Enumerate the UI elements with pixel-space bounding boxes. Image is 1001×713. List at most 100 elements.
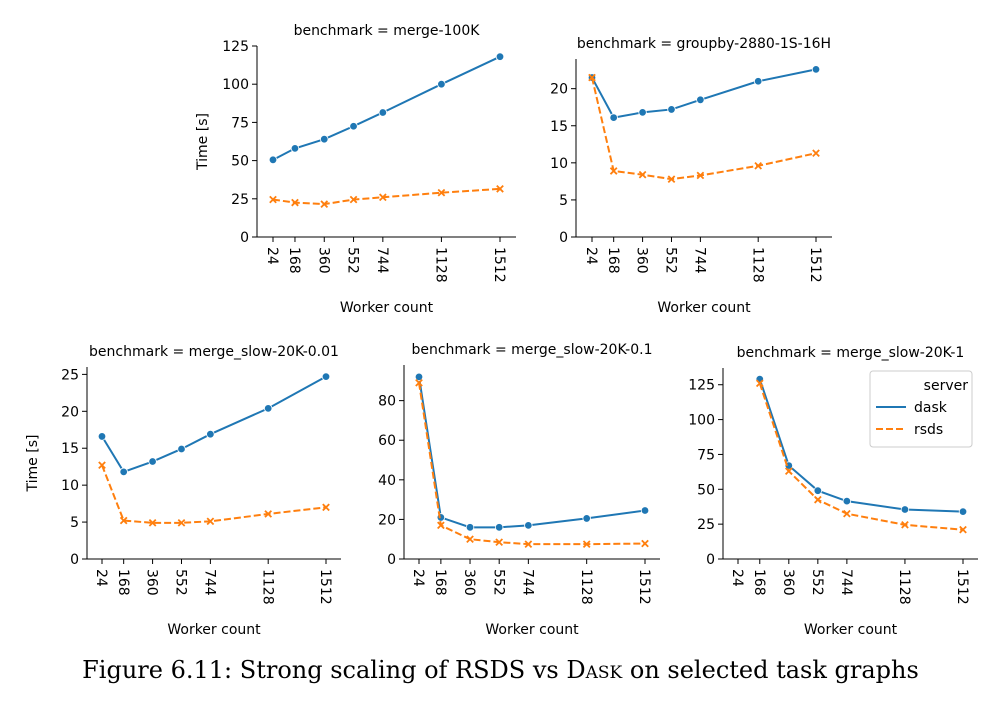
x-tick-label: 744 [691,247,707,274]
data-point-dask [640,506,650,515]
x-tick-label: 360 [780,569,796,596]
x-tick-label: 24 [583,247,599,265]
y-tick-label: 25 [61,367,79,383]
chart-panel-4: benchmark = merge_slow-20K-0.1 0 20 40 60 80 2… [378,342,660,638]
x-axis-label: Worker count [340,300,434,316]
data-point-dask [437,79,446,89]
data-point-rsds [588,73,596,82]
data-point-rsds [784,467,793,476]
panel-title: benchmark = merge_slow-20K-0.01 [89,344,339,360]
y-tick-label: 0 [240,230,249,246]
y-axis-label: Time [s] [25,435,41,493]
legend-box [869,370,973,448]
x-tick-label: 360 [634,247,650,274]
chart-panel-3: benchmark = merge_slow-20K-0.01 0 5 10 15 20 2… [25,344,341,638]
data-point-dask [609,113,618,122]
panel-title: benchmark = merge-100K [294,23,481,39]
data-point-rsds [437,188,446,197]
data-point-dask [206,430,215,439]
x-tick-label: 744 [201,569,217,596]
series-rsds [755,379,967,534]
data-point-rsds [349,195,358,204]
panel-title: benchmark = groupby-2880-1S-16H [577,36,831,52]
legend-label-dask: dask [914,400,948,416]
data-point-dask [320,135,329,144]
data-point-rsds [264,510,273,518]
series-rsds [98,461,330,527]
chart-panel-5: benchmark = merge_slow-20K-1 0 25 50 75 100 12… [688,345,978,638]
data-point-dask [582,514,591,523]
data-point-rsds [667,175,676,183]
data-point-rsds [696,171,705,180]
data-point-dask [268,155,278,165]
caption-prefix: Figure 6.11: Strong scaling of RSDS vs [82,656,567,684]
x-tick-label: 168 [286,247,302,274]
y-tick-label: 60 [378,433,396,449]
x-tick-label: 1512 [491,247,507,283]
data-point-dask [465,523,475,532]
x-tick-label: 744 [374,247,390,274]
x-axis-label: Worker count [657,300,751,316]
y-tick-label: 5 [70,515,79,531]
data-point-rsds [148,518,157,527]
data-point-dask [177,444,186,454]
x-tick-label: 1128 [578,569,594,605]
x-tick-label: 168 [751,569,767,596]
data-point-dask [263,404,273,413]
data-point-rsds [269,195,277,204]
series-dask [268,52,505,165]
data-point-rsds [415,378,423,387]
series-dask [587,65,821,122]
y-tick-label: 125 [222,39,249,55]
y-tick-label: 50 [697,482,715,498]
y-tick-label: 0 [706,552,715,568]
series-line-rsds [591,77,817,181]
caption-dask-word: Dask [566,656,623,684]
data-point-dask [842,496,852,506]
x-tick-label: 744 [519,569,535,596]
x-tick-label: 360 [315,247,331,274]
x-tick-label: 24 [93,569,109,587]
data-point-dask [638,108,647,117]
data-point-rsds [754,161,763,170]
data-point-rsds [98,461,106,470]
y-tick-label: 25 [697,517,715,533]
x-tick-label: 168 [115,569,131,596]
data-point-rsds [320,200,329,208]
x-axis-label: Worker count [485,622,579,638]
y-tick-label: 10 [550,156,568,172]
data-point-rsds [812,149,820,158]
x-tick-label: 360 [144,569,160,596]
x-tick-label: 1512 [317,569,333,605]
data-point-dask [119,467,128,477]
x-tick-label: 24 [264,247,280,265]
series-line-rsds [758,383,964,531]
x-tick-label: 552 [490,569,506,596]
y-tick-label: 0 [70,552,79,568]
figure-caption: Figure 6.11: Strong scaling of RSDS vs D… [0,656,1001,684]
data-point-rsds [495,538,504,547]
x-tick-label: 360 [461,569,477,596]
data-point-dask [900,505,910,514]
data-point-rsds [638,170,647,179]
y-tick-label: 20 [378,512,396,528]
x-axis-label: Worker count [167,622,261,638]
series-line-dask [418,376,646,529]
data-point-rsds [119,516,128,525]
data-point-rsds [582,540,591,548]
data-point-dask [811,65,821,74]
series-line-dask [591,68,817,119]
y-axis-label: Time [s] [195,113,211,171]
y-tick-label: 50 [231,154,249,170]
data-point-dask [813,486,823,495]
y-tick-label: 5 [559,193,568,209]
y-tick-label: 20 [550,82,568,98]
chart-panel-2: benchmark = groupby-2880-1S-16H 0 5 10 15 20 2… [550,36,832,316]
x-tick-label: 552 [663,247,679,274]
series-line-rsds [418,382,646,546]
data-point-rsds [609,167,618,175]
x-tick-label: 552 [345,247,361,274]
series-line-dask [758,378,964,513]
